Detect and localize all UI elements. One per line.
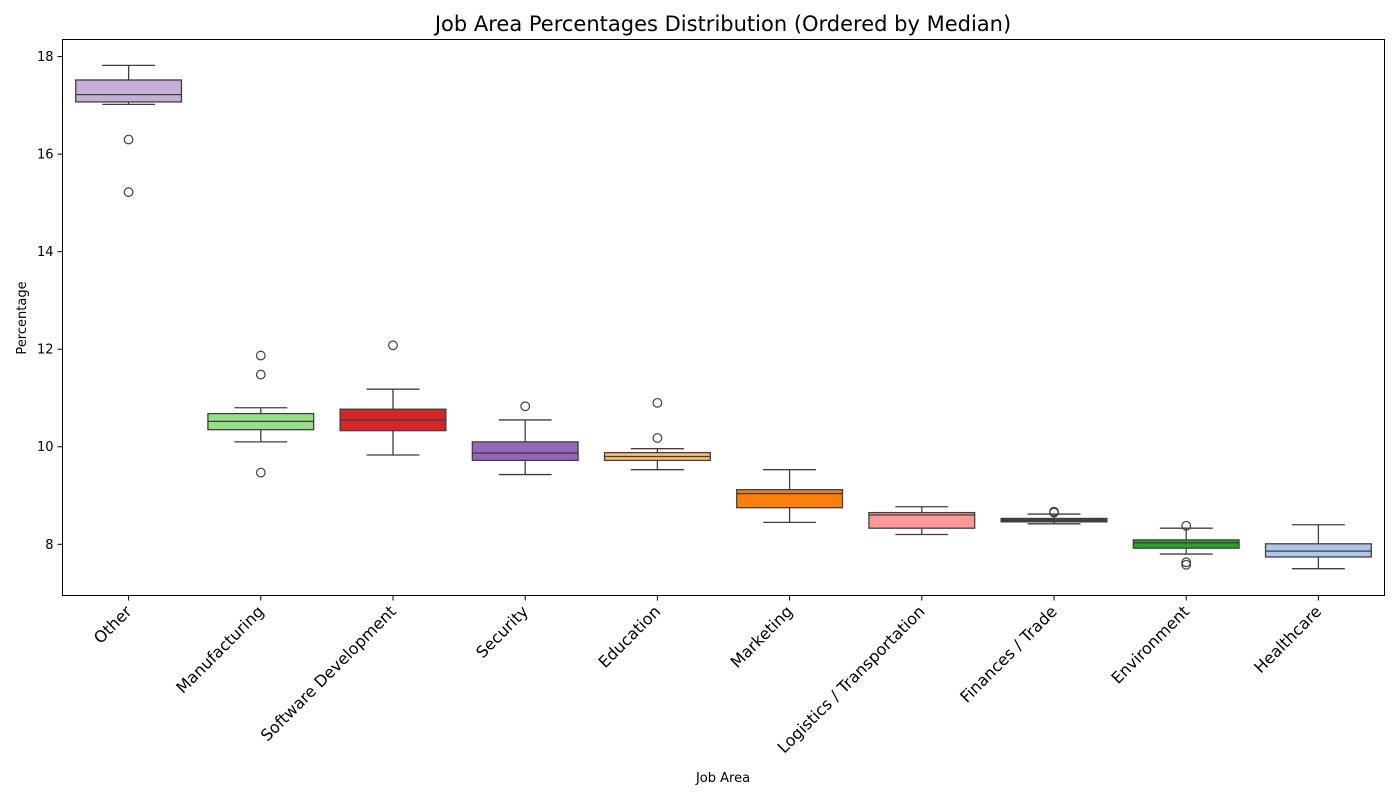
y-tick-label: 8 — [45, 538, 53, 553]
x-tick-label: Software Development — [257, 602, 400, 745]
plot-area — [75, 64, 1372, 570]
outlier-point — [1181, 557, 1192, 568]
outlier-point — [255, 369, 266, 380]
outlier-point — [652, 433, 663, 443]
x-tick-label: Logistics / Transportation — [774, 602, 929, 757]
iqr-box — [75, 79, 183, 103]
y-tick-label: 18 — [37, 50, 54, 65]
outlier-point — [652, 397, 663, 408]
y-tick-label: 14 — [37, 245, 54, 260]
box-manufacturing — [207, 350, 315, 478]
outlier-point — [123, 134, 134, 145]
iqr-box — [1264, 543, 1372, 558]
x-tick-label: Security — [472, 602, 532, 662]
iqr-box — [1132, 539, 1240, 549]
chart-title: Job Area Percentages Distribution (Order… — [433, 12, 1011, 36]
outlier-point — [520, 401, 531, 412]
outlier-point — [1181, 559, 1192, 570]
outlier-point — [255, 350, 266, 361]
box-security — [471, 401, 579, 476]
iqr-box — [868, 511, 976, 529]
box-logistics-transportation — [868, 506, 976, 536]
y-tick-label: 10 — [37, 440, 54, 455]
iqr-box — [471, 441, 579, 462]
x-tick-label: Other — [90, 602, 136, 648]
x-tick-label: Manufacturing — [172, 602, 267, 697]
y-axis-label: Percentage — [15, 281, 30, 354]
x-tick-label: Marketing — [727, 602, 797, 672]
x-tick-label: Healthcare — [1250, 602, 1325, 677]
x-tick-label: Education — [594, 602, 664, 672]
box-software-development — [339, 340, 447, 456]
outlier-point — [255, 467, 266, 478]
y-tick-label: 12 — [37, 343, 54, 358]
outlier-point — [388, 340, 398, 351]
outlier-point — [123, 187, 134, 198]
box-environment — [1132, 520, 1240, 570]
iqr-box — [736, 489, 844, 509]
outlier-point — [1049, 507, 1059, 518]
box-finances-trade — [1000, 506, 1108, 525]
x-tick-label: Environment — [1107, 602, 1193, 688]
y-tick-label: 16 — [37, 148, 54, 163]
x-tick-label: Finances / Trade — [956, 602, 1061, 707]
outlier-point — [1181, 520, 1192, 531]
x-axis-label: Job Area — [695, 771, 750, 786]
box-other — [75, 64, 183, 198]
y-axis: 8 10 12 14 16 18 — [37, 50, 63, 553]
plot-frame — [62, 39, 1385, 596]
box-marketing — [736, 469, 844, 523]
box-healthcare — [1264, 524, 1372, 570]
box-education — [603, 397, 711, 471]
